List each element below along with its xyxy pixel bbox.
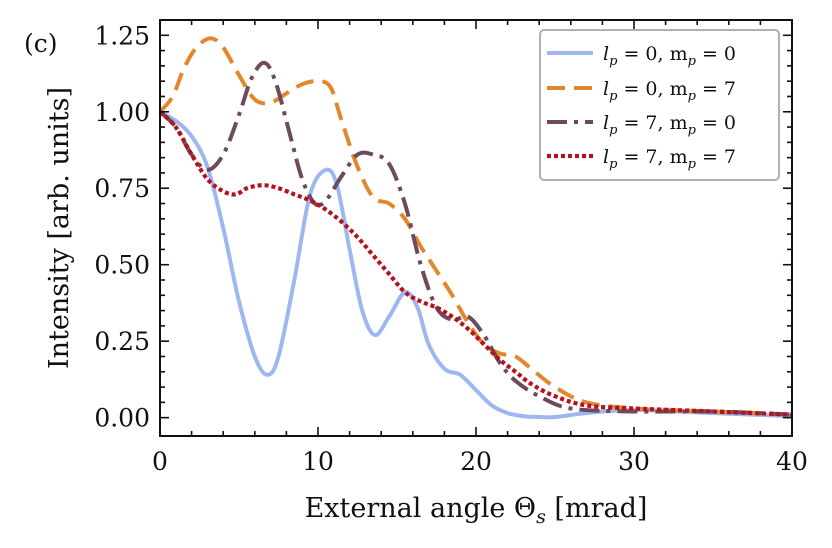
legend-label-0: lp = 0, mp = 0 — [603, 43, 736, 69]
x-axis-label-main: External angle Θ — [305, 493, 536, 524]
legend-label-1: lp = 0, mp = 7 — [603, 78, 736, 104]
y-tick-label-3: 0.75 — [94, 174, 150, 203]
y-tick-label-1: 0.25 — [94, 327, 150, 356]
x-tick-label-0: 0 — [152, 447, 168, 476]
panel-label: (c) — [24, 29, 58, 58]
x-axis-label-subscript: s — [536, 506, 546, 528]
legend-label-3: lp = 7, mp = 7 — [603, 146, 736, 172]
y-tick-label-5: 1.25 — [94, 21, 150, 50]
series-line-2 — [158, 60, 793, 417]
y-tick-label-4: 1.00 — [94, 98, 150, 127]
series-line-3 — [158, 110, 793, 417]
x-axis-label: External angle Θs [mrad] — [305, 493, 648, 528]
y-axis-label: Intensity [arb. units] — [44, 87, 75, 369]
y-tick-label-2: 0.50 — [94, 251, 150, 280]
x-tick-label-3: 30 — [618, 447, 650, 476]
plot-lines — [158, 36, 793, 420]
legend: lp = 0, mp = 0 lp = 0, mp = 7 lp = 7, mp… — [539, 29, 780, 181]
legend-frame — [539, 29, 780, 181]
series-line-0 — [159, 110, 793, 420]
ticks — [159, 20, 793, 436]
x-tick-label-2: 20 — [460, 447, 492, 476]
tick-labels: 0 10 20 30 40 0.00 0.25 0.50 0.75 1.00 1.25 — [94, 21, 808, 476]
legend-label-2: lp = 7, mp = 0 — [603, 112, 736, 138]
x-tick-label-1: 10 — [302, 447, 334, 476]
x-tick-label-4: 40 — [776, 447, 808, 476]
y-tick-label-0: 0.00 — [94, 404, 150, 433]
x-axis-label-unit: [mrad] — [546, 493, 648, 524]
